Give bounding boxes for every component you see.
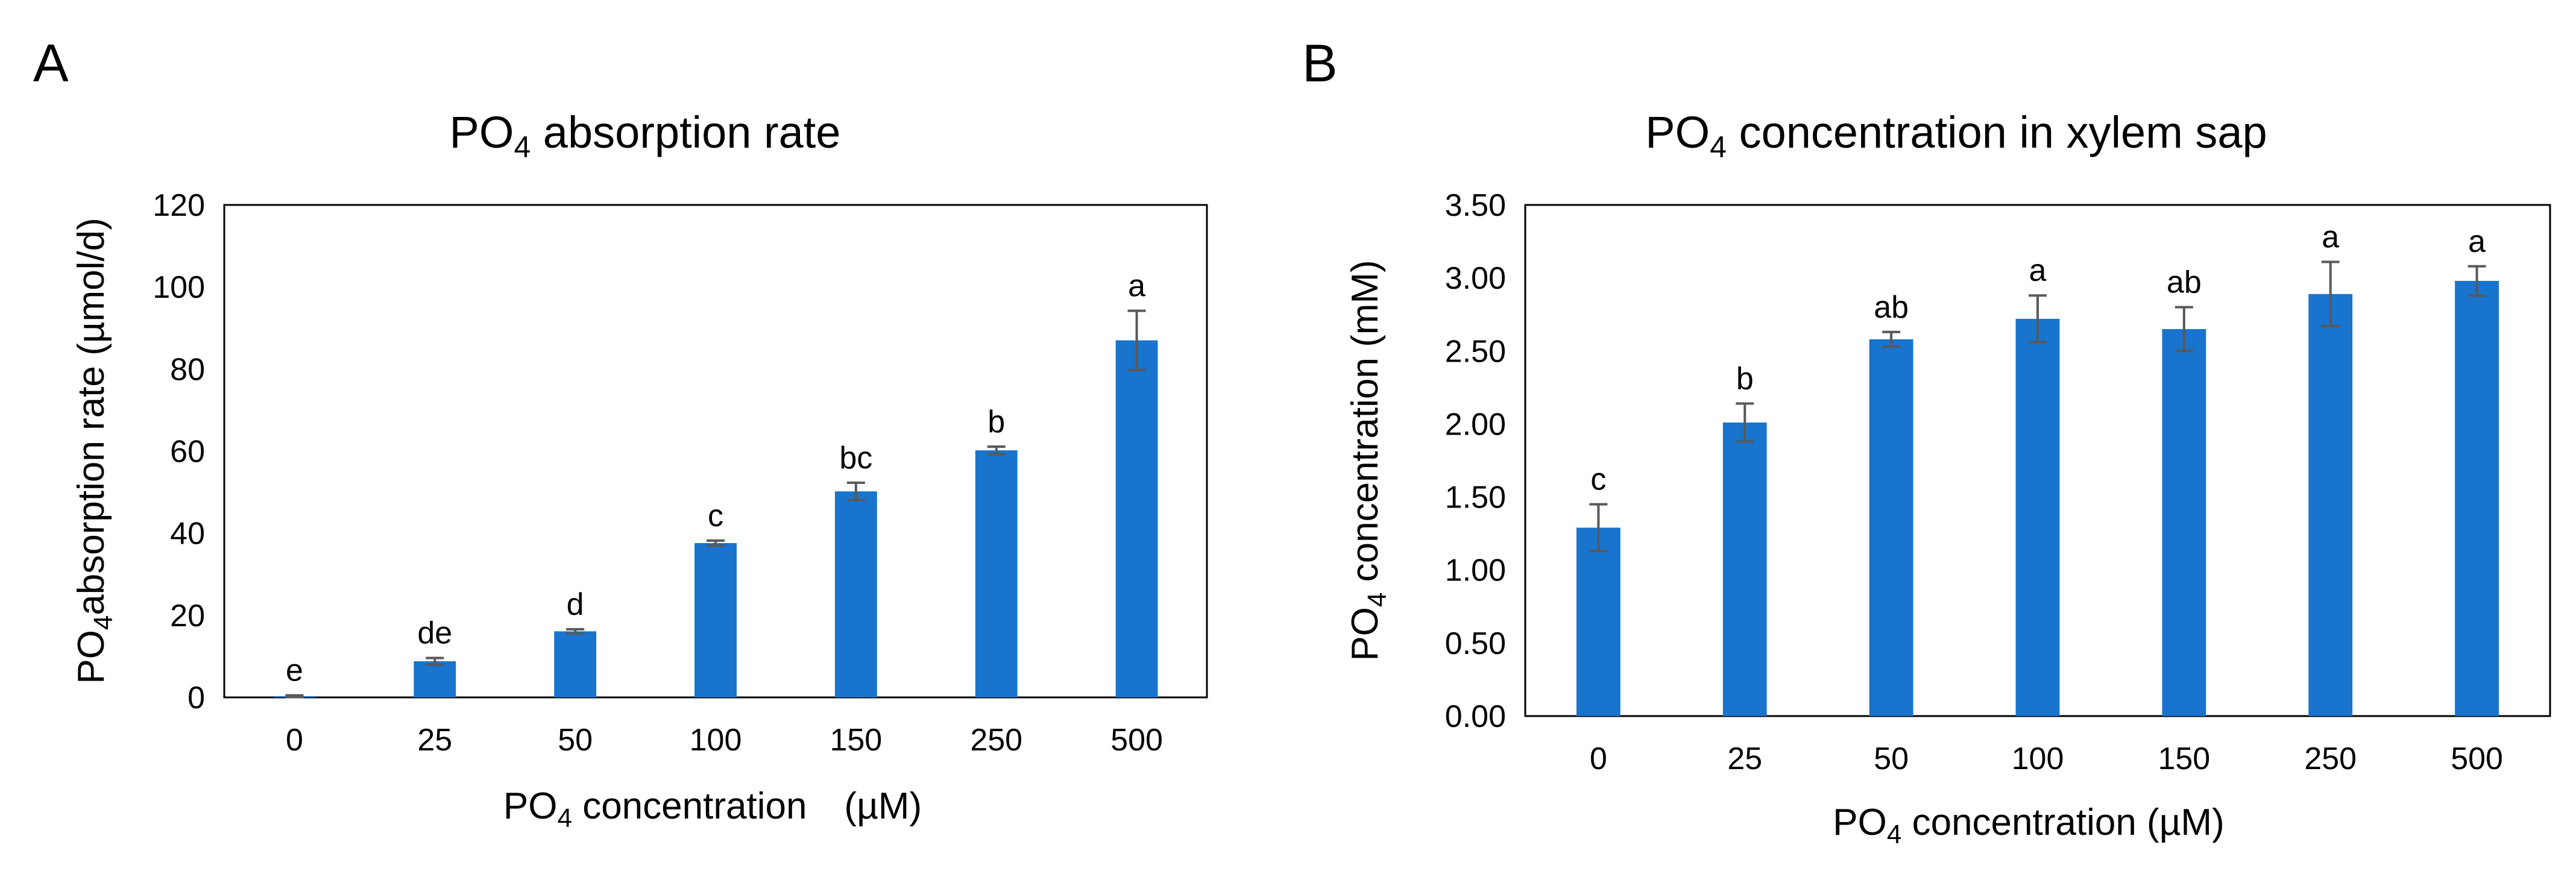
panel-a-x-tick-label: 50 xyxy=(558,723,593,758)
panel-a-y-tick-label: 60 xyxy=(170,435,205,470)
panel-b-bar xyxy=(2455,280,2499,716)
panel-a-letter: A xyxy=(33,33,69,93)
panel-a-x-tick-label: 25 xyxy=(417,723,452,758)
panel-b-significance-label: c xyxy=(1590,462,1606,497)
panel-b-significance-label: ab xyxy=(2167,265,2202,300)
panel-b-significance-label: a xyxy=(2322,219,2339,254)
panel-b-x-axis-label: PO4 concentration (µM) xyxy=(1833,802,2224,849)
panel-b-bar xyxy=(1869,339,1913,716)
panel-b-x-tick-label: 150 xyxy=(2158,741,2210,776)
panel-a-x-tick-label: 0 xyxy=(286,723,303,758)
panel-b-y-tick-label: 3.50 xyxy=(1445,188,1506,223)
panel-a-y-tick-label: 120 xyxy=(153,188,205,223)
panel-a-bars: e 0 de 25 d 50 c 100 bc 150 b 250 a 500 xyxy=(273,269,1163,758)
panel-b-y-axis-label: PO4 concentration (mM) xyxy=(1344,260,1392,661)
panel-a-significance-label: e xyxy=(286,653,303,688)
panel-b-significance-label: b xyxy=(1736,362,1754,397)
panel-a-y-tick-label: 20 xyxy=(170,599,205,633)
panel-a-bar xyxy=(554,631,597,697)
panel-b-x-tick-label: 0 xyxy=(1590,741,1607,776)
panel-b-bar xyxy=(2308,294,2353,716)
panel-b-y-ticks: 0.00 0.50 1.00 1.50 2.00 2.50 3.00 3.50 xyxy=(1445,188,1506,734)
panel-a-y-axis-label: PO4absorption rate (µmol/d) xyxy=(71,218,118,684)
panel-a-bar xyxy=(1115,340,1158,697)
panel-a-y-tick-label: 0 xyxy=(187,681,205,715)
panel-b: B PO4 concentration in xylem sap 0.00 0.5… xyxy=(1302,33,2551,849)
panel-b-bars: c 0 b 25 ab 50 a 100 ab 150 a 250 a 500 xyxy=(1576,219,2503,776)
panel-a-significance-label: c xyxy=(708,498,723,533)
panel-b-x-tick-label: 25 xyxy=(1727,741,1762,776)
panel-b-y-tick-label: 2.00 xyxy=(1445,407,1506,442)
panel-a-significance-label: bc xyxy=(839,441,872,476)
panel-b-significance-label: a xyxy=(2029,253,2047,288)
panel-a-y-tick-label: 100 xyxy=(153,270,205,305)
panel-a-y-ticks: 0 20 40 60 80 100 120 xyxy=(153,188,205,715)
panel-b-y-tick-label: 3.00 xyxy=(1445,261,1506,296)
panel-a-x-tick-label: 150 xyxy=(830,723,882,758)
panel-b-significance-label: a xyxy=(2468,224,2486,259)
panel-b-x-tick-label: 50 xyxy=(1874,741,1909,776)
panel-a-bar xyxy=(694,543,737,697)
panel-a-x-tick-label: 250 xyxy=(970,723,1022,758)
panel-b-y-tick-label: 0.00 xyxy=(1445,699,1506,734)
panel-a-significance-label: b xyxy=(987,404,1005,439)
panel-a-bar xyxy=(414,661,456,697)
panel-a-significance-label: a xyxy=(1128,269,1145,304)
panel-a: A PO4 absorption rate 0 20 40 60 80 100 120 e 0… xyxy=(33,33,1208,833)
panel-a-x-tick-label: 100 xyxy=(690,723,742,758)
panel-a-bar xyxy=(834,491,877,697)
panel-a-title: PO4 absorption rate xyxy=(450,107,841,164)
panel-b-title: PO4 concentration in xylem sap xyxy=(1645,107,2267,164)
panel-b-bar xyxy=(1576,527,1620,716)
panel-a-x-axis-label: PO4 concentration (µM) xyxy=(503,785,922,833)
panel-b-y-tick-label: 2.50 xyxy=(1445,334,1506,369)
panel-b-y-tick-label: 1.50 xyxy=(1445,480,1506,515)
panel-a-y-tick-label: 80 xyxy=(170,352,205,387)
panel-b-x-tick-label: 250 xyxy=(2304,741,2357,776)
panel-b-bar xyxy=(1722,423,1767,716)
panel-a-bar xyxy=(975,450,1018,697)
panel-a-y-tick-label: 40 xyxy=(170,517,205,552)
panel-a-x-tick-label: 500 xyxy=(1110,723,1163,758)
panel-b-x-tick-label: 500 xyxy=(2451,741,2503,776)
panel-b-y-tick-label: 1.00 xyxy=(1445,553,1506,588)
panel-b-significance-label: ab xyxy=(1874,290,1909,325)
panel-b-y-tick-label: 0.50 xyxy=(1445,626,1506,661)
panel-b-bar xyxy=(2162,328,2206,716)
panel-b-letter: B xyxy=(1302,33,1338,93)
panel-a-significance-label: de xyxy=(417,616,452,651)
panel-b-bar xyxy=(2015,318,2060,716)
panel-b-x-tick-label: 100 xyxy=(2012,741,2064,776)
panel-a-significance-label: d xyxy=(567,587,584,622)
